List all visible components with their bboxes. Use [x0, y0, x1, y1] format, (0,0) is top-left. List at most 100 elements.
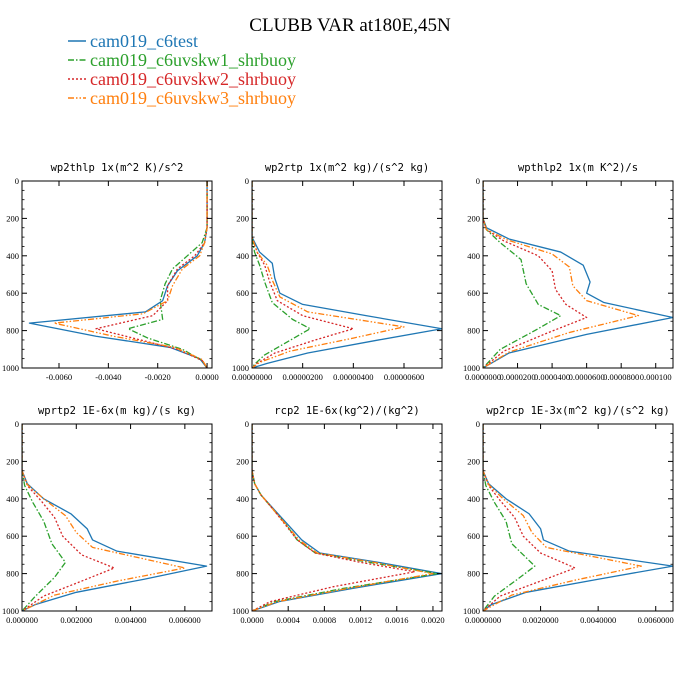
- series-line: [53, 181, 208, 368]
- legend-item: cam019_c6uvskw2_shrbuoy: [68, 69, 296, 89]
- x-tick-label: 0.00000600: [384, 372, 424, 382]
- x-tick-label: 0.000000: [6, 615, 38, 625]
- x-tick-label: 0.0020000: [523, 615, 559, 625]
- y-tick-label: 0: [245, 176, 249, 186]
- series-line: [95, 181, 208, 368]
- x-tick-label: 0.0000000: [465, 615, 501, 625]
- panels: wp2thlp 1x(m^2 K)/s^2 0 200 400 600 800 1000 -0…: [2, 162, 674, 625]
- x-tick-label: 0.0000800: [603, 372, 639, 382]
- x-tick-label: -0.0020: [145, 372, 171, 382]
- series-line: [483, 181, 640, 368]
- legend-label: cam019_c6test: [90, 31, 198, 51]
- legend-item: cam019_c6uvskw3_shrbuoy: [68, 88, 296, 108]
- y-tick-label: 400: [6, 494, 19, 504]
- series-line: [252, 181, 405, 368]
- panel-frame: [21, 423, 213, 612]
- x-tick-label: 0.0040000: [580, 615, 616, 625]
- x-tick-label: 0.002000: [60, 615, 92, 625]
- x-tick-label: 0.000100: [640, 372, 672, 382]
- y-tick-label: 600: [236, 288, 249, 298]
- y-tick-label: 400: [236, 494, 249, 504]
- y-tick-label: 200: [467, 213, 480, 223]
- panel: rcp2 1E-6x(kg^2)/(kg^2) 0 200 400 600 800 1000…: [232, 405, 445, 625]
- x-tick-label: 0.0004: [277, 615, 301, 625]
- legend: cam019_c6testcam019_c6uvskw1_shrbuoycam0…: [68, 31, 296, 108]
- x-tick-label: 0.0000000: [465, 372, 501, 382]
- y-tick-label: 600: [467, 288, 480, 298]
- y-tick-label: 800: [236, 326, 249, 336]
- legend-label: cam019_c6uvskw1_shrbuoy: [90, 50, 296, 70]
- series-line: [252, 181, 442, 368]
- legend-item: cam019_c6test: [68, 31, 198, 51]
- panel-title: wp2rtp 1x(m^2 kg)/(s^2 kg): [265, 162, 429, 174]
- x-tick-label: 0.0000600: [569, 372, 605, 382]
- y-tick-label: 1000: [232, 363, 249, 373]
- panel: wp2thlp 1x(m^2 K)/s^2 0 200 400 600 800 1000 -0…: [2, 162, 219, 382]
- legend-label: cam019_c6uvskw2_shrbuoy: [90, 69, 296, 89]
- y-tick-label: 1000: [2, 606, 19, 616]
- y-tick-label: 600: [467, 531, 480, 541]
- y-tick-label: 1000: [232, 606, 249, 616]
- series-line: [483, 181, 673, 368]
- series-line: [252, 424, 434, 611]
- x-tick-label: -0.0060: [46, 372, 72, 382]
- x-tick-label: 0.0000400: [534, 372, 570, 382]
- y-tick-label: 200: [236, 456, 249, 466]
- y-tick-label: 0: [15, 176, 19, 186]
- x-tick-label: 0.006000: [169, 615, 201, 625]
- y-tick-label: 0: [476, 419, 480, 429]
- x-tick-label: 0.00000200: [282, 372, 322, 382]
- y-tick-label: 0: [476, 176, 480, 186]
- y-tick-label: 800: [6, 569, 19, 579]
- y-tick-label: 1000: [463, 363, 480, 373]
- y-tick-label: 200: [6, 213, 19, 223]
- panel-title: wp2rcp 1E-3x(m^2 kg)/(s^2 kg): [486, 405, 669, 417]
- series-line: [483, 181, 562, 368]
- y-tick-label: 400: [467, 251, 480, 261]
- x-tick-label: 0.0000: [195, 372, 218, 382]
- y-tick-label: 200: [236, 213, 249, 223]
- y-tick-label: 600: [6, 288, 19, 298]
- y-tick-label: 800: [236, 569, 249, 579]
- series-line: [483, 181, 588, 368]
- x-tick-label: 0.0060000: [638, 615, 674, 625]
- series-line: [22, 424, 115, 611]
- series-line: [22, 424, 67, 611]
- y-tick-label: 200: [467, 456, 480, 466]
- panel-title: wprtp2 1E-6x(m kg)/(s kg): [38, 405, 196, 417]
- x-tick-label: 0.0020: [421, 615, 444, 625]
- x-tick-label: 0.00000000: [232, 372, 272, 382]
- panel: wp2rcp 1E-3x(m^2 kg)/(s^2 kg) 0 200 400 600 8…: [463, 405, 674, 625]
- y-tick-label: 800: [467, 569, 480, 579]
- y-tick-label: 1000: [463, 606, 480, 616]
- y-tick-label: 0: [245, 419, 249, 429]
- y-tick-label: 800: [467, 326, 480, 336]
- y-tick-label: 400: [467, 494, 480, 504]
- y-tick-label: 0: [15, 419, 19, 429]
- series-line: [252, 181, 354, 368]
- y-tick-label: 400: [236, 251, 249, 261]
- legend-label: cam019_c6uvskw3_shrbuoy: [90, 88, 296, 108]
- y-tick-label: 600: [6, 531, 19, 541]
- panel-title: rcp2 1E-6x(kg^2)/(kg^2): [274, 405, 419, 417]
- panel: wp2rtp 1x(m^2 kg)/(s^2 kg) 0 200 400 600 800 1…: [232, 162, 443, 382]
- x-tick-label: 0.00000400: [333, 372, 373, 382]
- panel-frame: [251, 180, 443, 369]
- series-line: [252, 424, 416, 611]
- series-line: [483, 424, 642, 611]
- x-tick-label: 0.0016: [385, 615, 408, 625]
- x-tick-label: 0.0012: [349, 615, 372, 625]
- x-tick-label: 0.0008: [313, 615, 336, 625]
- series-line: [22, 424, 186, 611]
- series-line: [127, 181, 208, 368]
- x-tick-label: 0.0000: [240, 615, 263, 625]
- legend-item: cam019_c6uvskw1_shrbuoy: [68, 50, 296, 70]
- panel-title: wp2thlp 1x(m^2 K)/s^2: [51, 162, 184, 174]
- y-tick-label: 1000: [2, 363, 19, 373]
- panel: wpthlp2 1x(m K^2)/s020040060080010000.00…: [463, 162, 674, 382]
- y-tick-label: 600: [236, 531, 249, 541]
- x-tick-label: 0.0000200: [499, 372, 535, 382]
- y-tick-label: 800: [6, 326, 19, 336]
- x-tick-label: -0.0040: [95, 372, 121, 382]
